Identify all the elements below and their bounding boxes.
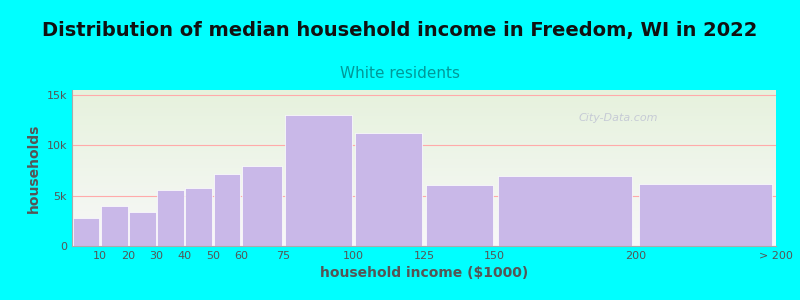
Bar xyxy=(355,133,422,246)
Bar xyxy=(101,206,128,246)
Bar xyxy=(214,173,240,246)
Bar xyxy=(498,176,632,246)
Y-axis label: households: households xyxy=(27,123,41,213)
Bar xyxy=(129,212,156,246)
X-axis label: household income ($1000): household income ($1000) xyxy=(320,266,528,280)
Bar xyxy=(242,167,282,246)
Text: City-Data.com: City-Data.com xyxy=(579,113,658,123)
Bar xyxy=(638,184,773,246)
Bar xyxy=(73,218,99,246)
Text: Distribution of median household income in Freedom, WI in 2022: Distribution of median household income … xyxy=(42,21,758,40)
Bar xyxy=(157,190,184,246)
Bar xyxy=(186,188,212,246)
Text: White residents: White residents xyxy=(340,66,460,81)
Bar xyxy=(285,115,352,246)
Bar xyxy=(426,184,493,246)
